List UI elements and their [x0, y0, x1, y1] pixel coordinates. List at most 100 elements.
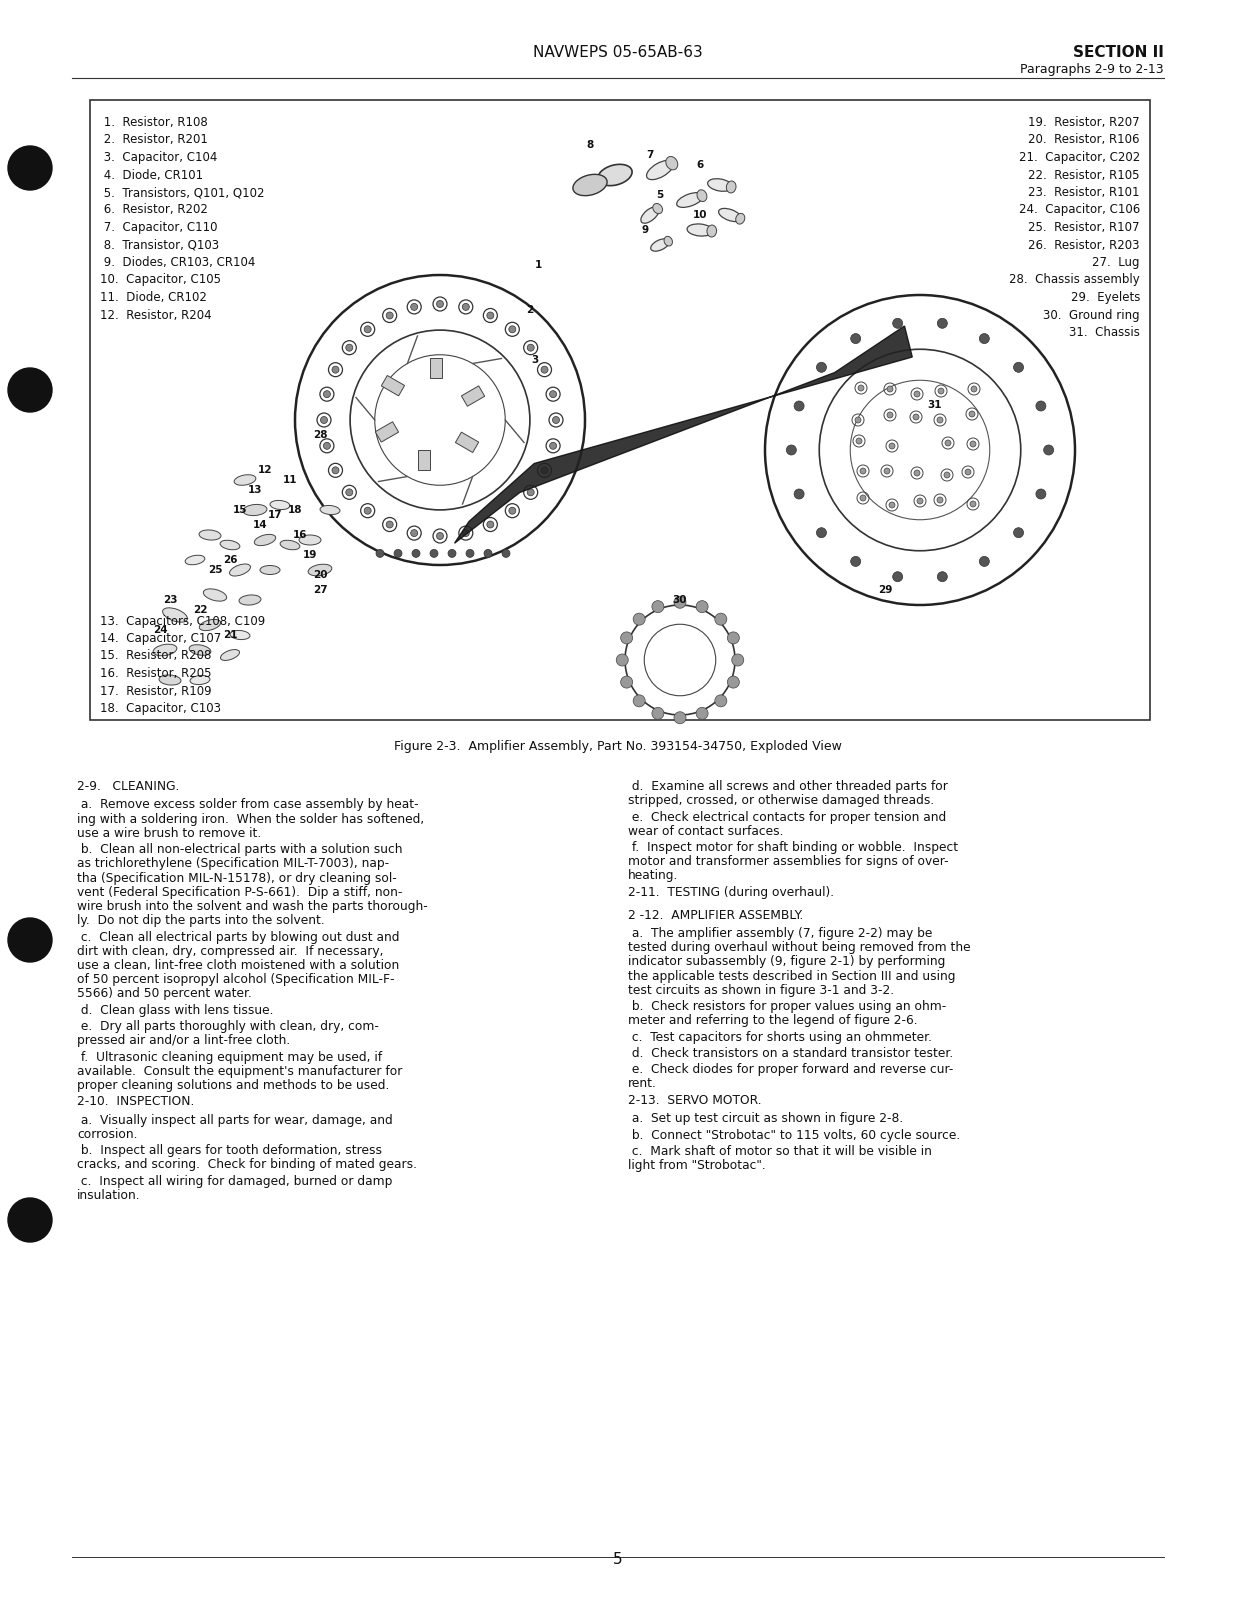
Text: 2.  Resistor, R201: 2. Resistor, R201 — [100, 134, 208, 147]
Circle shape — [917, 498, 923, 505]
Text: 28: 28 — [313, 430, 328, 440]
Circle shape — [541, 467, 548, 474]
Text: b.  Clean all non-electrical parts with a solution such: b. Clean all non-electrical parts with a… — [77, 843, 403, 856]
Text: NAVWEPS 05-65AB-63: NAVWEPS 05-65AB-63 — [533, 45, 703, 60]
Circle shape — [7, 147, 52, 190]
Circle shape — [528, 345, 534, 351]
Circle shape — [410, 530, 418, 537]
Text: proper cleaning solutions and methods to be used.: proper cleaning solutions and methods to… — [77, 1078, 389, 1091]
Circle shape — [887, 413, 892, 418]
Circle shape — [786, 445, 796, 455]
Text: 8: 8 — [586, 140, 593, 150]
Text: 28.  Chassis assembly: 28. Chassis assembly — [1010, 274, 1140, 287]
Circle shape — [944, 472, 950, 479]
Ellipse shape — [650, 239, 670, 251]
Circle shape — [884, 467, 890, 474]
Text: as trichlorethylene (Specification MIL-T-7003), nap-: as trichlorethylene (Specification MIL-T… — [77, 858, 389, 870]
Text: 31: 31 — [928, 400, 942, 409]
Text: 6.  Resistor, R202: 6. Resistor, R202 — [100, 203, 208, 216]
Text: 27.  Lug: 27. Lug — [1093, 256, 1140, 269]
Ellipse shape — [260, 566, 281, 574]
Polygon shape — [455, 326, 912, 543]
Text: 16.  Resistor, R205: 16. Resistor, R205 — [100, 667, 211, 680]
Bar — [455, 432, 478, 453]
Circle shape — [714, 695, 727, 706]
Text: 2-9.   CLEANING.: 2-9. CLEANING. — [77, 780, 179, 793]
Circle shape — [727, 632, 739, 643]
Circle shape — [620, 675, 633, 688]
Text: a.  Set up test circuit as shown in figure 2-8.: a. Set up test circuit as shown in figur… — [628, 1112, 904, 1125]
Ellipse shape — [687, 224, 713, 235]
Ellipse shape — [163, 608, 188, 622]
Text: insulation.: insulation. — [77, 1190, 141, 1203]
Text: b.  Inspect all gears for tooth deformation, stress: b. Inspect all gears for tooth deformati… — [77, 1145, 382, 1157]
Circle shape — [528, 488, 534, 496]
Bar — [430, 358, 442, 377]
Ellipse shape — [269, 500, 290, 509]
Circle shape — [447, 550, 456, 558]
Ellipse shape — [308, 564, 331, 575]
Text: 13: 13 — [247, 485, 262, 495]
Text: vent (Federal Specification P-S-661).  Dip a stiff, non-: vent (Federal Specification P-S-661). Di… — [77, 885, 403, 899]
Text: 26: 26 — [222, 555, 237, 564]
Text: e.  Check diodes for proper forward and reverse cur-: e. Check diodes for proper forward and r… — [628, 1064, 953, 1077]
Ellipse shape — [185, 555, 205, 564]
Ellipse shape — [708, 179, 733, 192]
Circle shape — [913, 392, 920, 397]
Circle shape — [509, 326, 515, 332]
Circle shape — [651, 601, 664, 613]
Text: 3.  Capacitor, C104: 3. Capacitor, C104 — [100, 152, 218, 164]
Text: tested during overhaul without being removed from the: tested during overhaul without being rem… — [628, 941, 970, 954]
Circle shape — [913, 414, 920, 421]
Text: 21.  Capacitor, C202: 21. Capacitor, C202 — [1018, 152, 1140, 164]
Text: 12.  Resistor, R204: 12. Resistor, R204 — [100, 308, 211, 321]
Text: pressed air and/or a lint-free cloth.: pressed air and/or a lint-free cloth. — [77, 1035, 290, 1048]
Text: c.  Mark shaft of motor so that it will be visible in: c. Mark shaft of motor so that it will b… — [628, 1145, 932, 1157]
Circle shape — [462, 530, 470, 537]
Text: d.  Check transistors on a standard transistor tester.: d. Check transistors on a standard trans… — [628, 1046, 953, 1061]
Circle shape — [892, 572, 902, 582]
Text: 2: 2 — [527, 305, 534, 314]
Text: tha (Specification MIL-N-15178), or dry cleaning sol-: tha (Specification MIL-N-15178), or dry … — [77, 872, 397, 885]
Circle shape — [696, 601, 708, 613]
Text: 30.  Ground ring: 30. Ground ring — [1043, 308, 1140, 321]
Text: the applicable tests described in Section III and using: the applicable tests described in Sectio… — [628, 969, 955, 983]
Circle shape — [938, 388, 944, 393]
Text: 16: 16 — [293, 530, 308, 540]
Circle shape — [502, 550, 510, 558]
Text: 2 -12.  AMPLIFIER ASSEMBLY.: 2 -12. AMPLIFIER ASSEMBLY. — [628, 909, 803, 922]
Circle shape — [550, 390, 556, 398]
Circle shape — [7, 917, 52, 962]
Circle shape — [860, 467, 866, 474]
Circle shape — [969, 411, 975, 418]
Circle shape — [487, 313, 494, 319]
Ellipse shape — [199, 619, 221, 630]
Text: test circuits as shown in figure 3-1 and 3-2.: test circuits as shown in figure 3-1 and… — [628, 983, 894, 996]
Circle shape — [346, 345, 352, 351]
Circle shape — [937, 318, 947, 329]
Circle shape — [889, 501, 895, 508]
Text: corrosion.: corrosion. — [77, 1128, 137, 1141]
Text: 23: 23 — [163, 595, 177, 604]
Ellipse shape — [666, 156, 677, 169]
Text: 6: 6 — [696, 160, 703, 169]
Circle shape — [633, 695, 645, 706]
Text: 11.  Diode, CR102: 11. Diode, CR102 — [100, 292, 206, 305]
Circle shape — [552, 416, 560, 424]
Circle shape — [887, 385, 892, 392]
Ellipse shape — [159, 675, 180, 685]
Text: 5: 5 — [613, 1552, 623, 1567]
Text: dirt with clean, dry, compressed air.  If necessary,: dirt with clean, dry, compressed air. If… — [77, 945, 383, 958]
Circle shape — [889, 443, 895, 450]
Ellipse shape — [230, 564, 251, 575]
Text: f.  Ultrasonic cleaning equipment may be used, if: f. Ultrasonic cleaning equipment may be … — [77, 1051, 382, 1064]
Circle shape — [346, 488, 352, 496]
Bar — [418, 450, 430, 471]
Ellipse shape — [234, 474, 256, 485]
Text: 11: 11 — [283, 476, 297, 485]
Circle shape — [509, 508, 515, 514]
Text: 7.  Capacitor, C110: 7. Capacitor, C110 — [100, 221, 218, 234]
Text: SECTION II: SECTION II — [1073, 45, 1164, 60]
Circle shape — [394, 550, 402, 558]
Circle shape — [674, 596, 686, 608]
